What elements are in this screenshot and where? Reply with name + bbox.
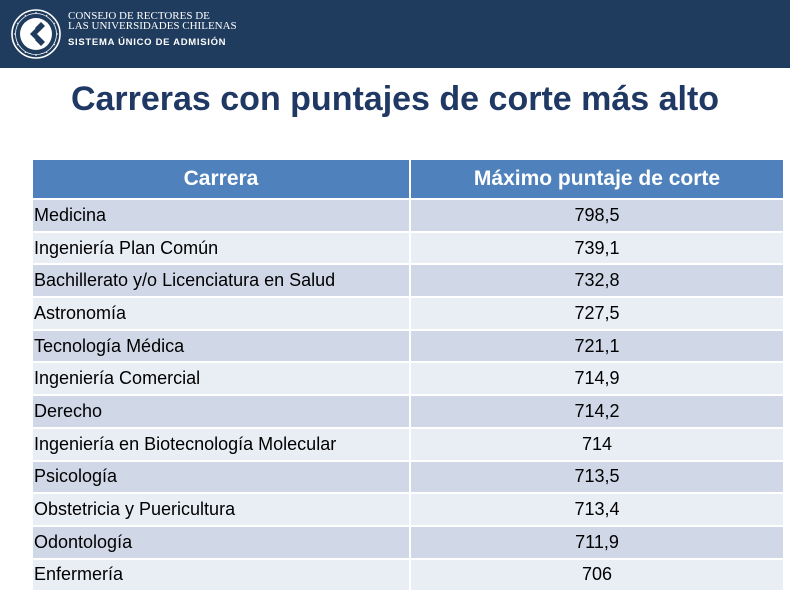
cell-carrera: Ingeniería Plan Común [33,232,409,264]
cutoff-scores-table: Carrera Máximo puntaje de corte Medicina… [33,160,783,591]
cell-carrera: Odontología [33,526,409,558]
cell-puntaje: 714,9 [411,363,783,395]
cell-carrera: Obstetricia y Puericultura [33,494,409,525]
university-seal-icon [11,9,61,59]
cell-puntaje: 711,9 [411,526,783,558]
organization-name: CONSEJO DE RECTORES DE LAS UNIVERSIDADES… [68,10,237,49]
cell-puntaje: 706 [411,559,783,591]
cell-carrera: Bachillerato y/o Licenciatura en Salud [33,265,409,297]
cell-puntaje: 727,5 [411,298,783,329]
cell-carrera: Medicina [33,200,409,231]
cell-carrera: Derecho [33,396,409,427]
cell-carrera: Astronomía [33,298,409,329]
org-line-1: CONSEJO DE RECTORES DE [68,10,210,22]
cell-puntaje: 713,4 [411,494,783,525]
cell-puntaje: 798,5 [411,200,783,231]
cell-carrera: Psicología [33,461,409,493]
cell-carrera: Ingeniería Comercial [33,363,409,395]
page-title: Carreras con puntajes de corte más alto [70,80,720,118]
cell-carrera: Tecnología Médica [33,330,409,362]
column-header-carrera: Carrera [33,160,409,198]
cell-puntaje: 714 [411,428,783,460]
cell-puntaje: 713,5 [411,461,783,493]
column-header-puntaje: Máximo puntaje de corte [411,160,783,198]
cell-carrera: Ingeniería en Biotecnología Molecular [33,428,409,460]
cell-puntaje: 721,1 [411,330,783,362]
org-line-2: LAS UNIVERSIDADES CHILENAS [68,20,237,32]
cell-puntaje: 732,8 [411,265,783,297]
header-bar: CONSEJO DE RECTORES DE LAS UNIVERSIDADES… [0,0,790,68]
cell-carrera: Enfermería [33,559,409,591]
org-system-name: SISTEMA ÚNICO DE ADMISIÓN [68,37,227,48]
cell-puntaje: 739,1 [411,232,783,264]
cell-puntaje: 714,2 [411,396,783,427]
